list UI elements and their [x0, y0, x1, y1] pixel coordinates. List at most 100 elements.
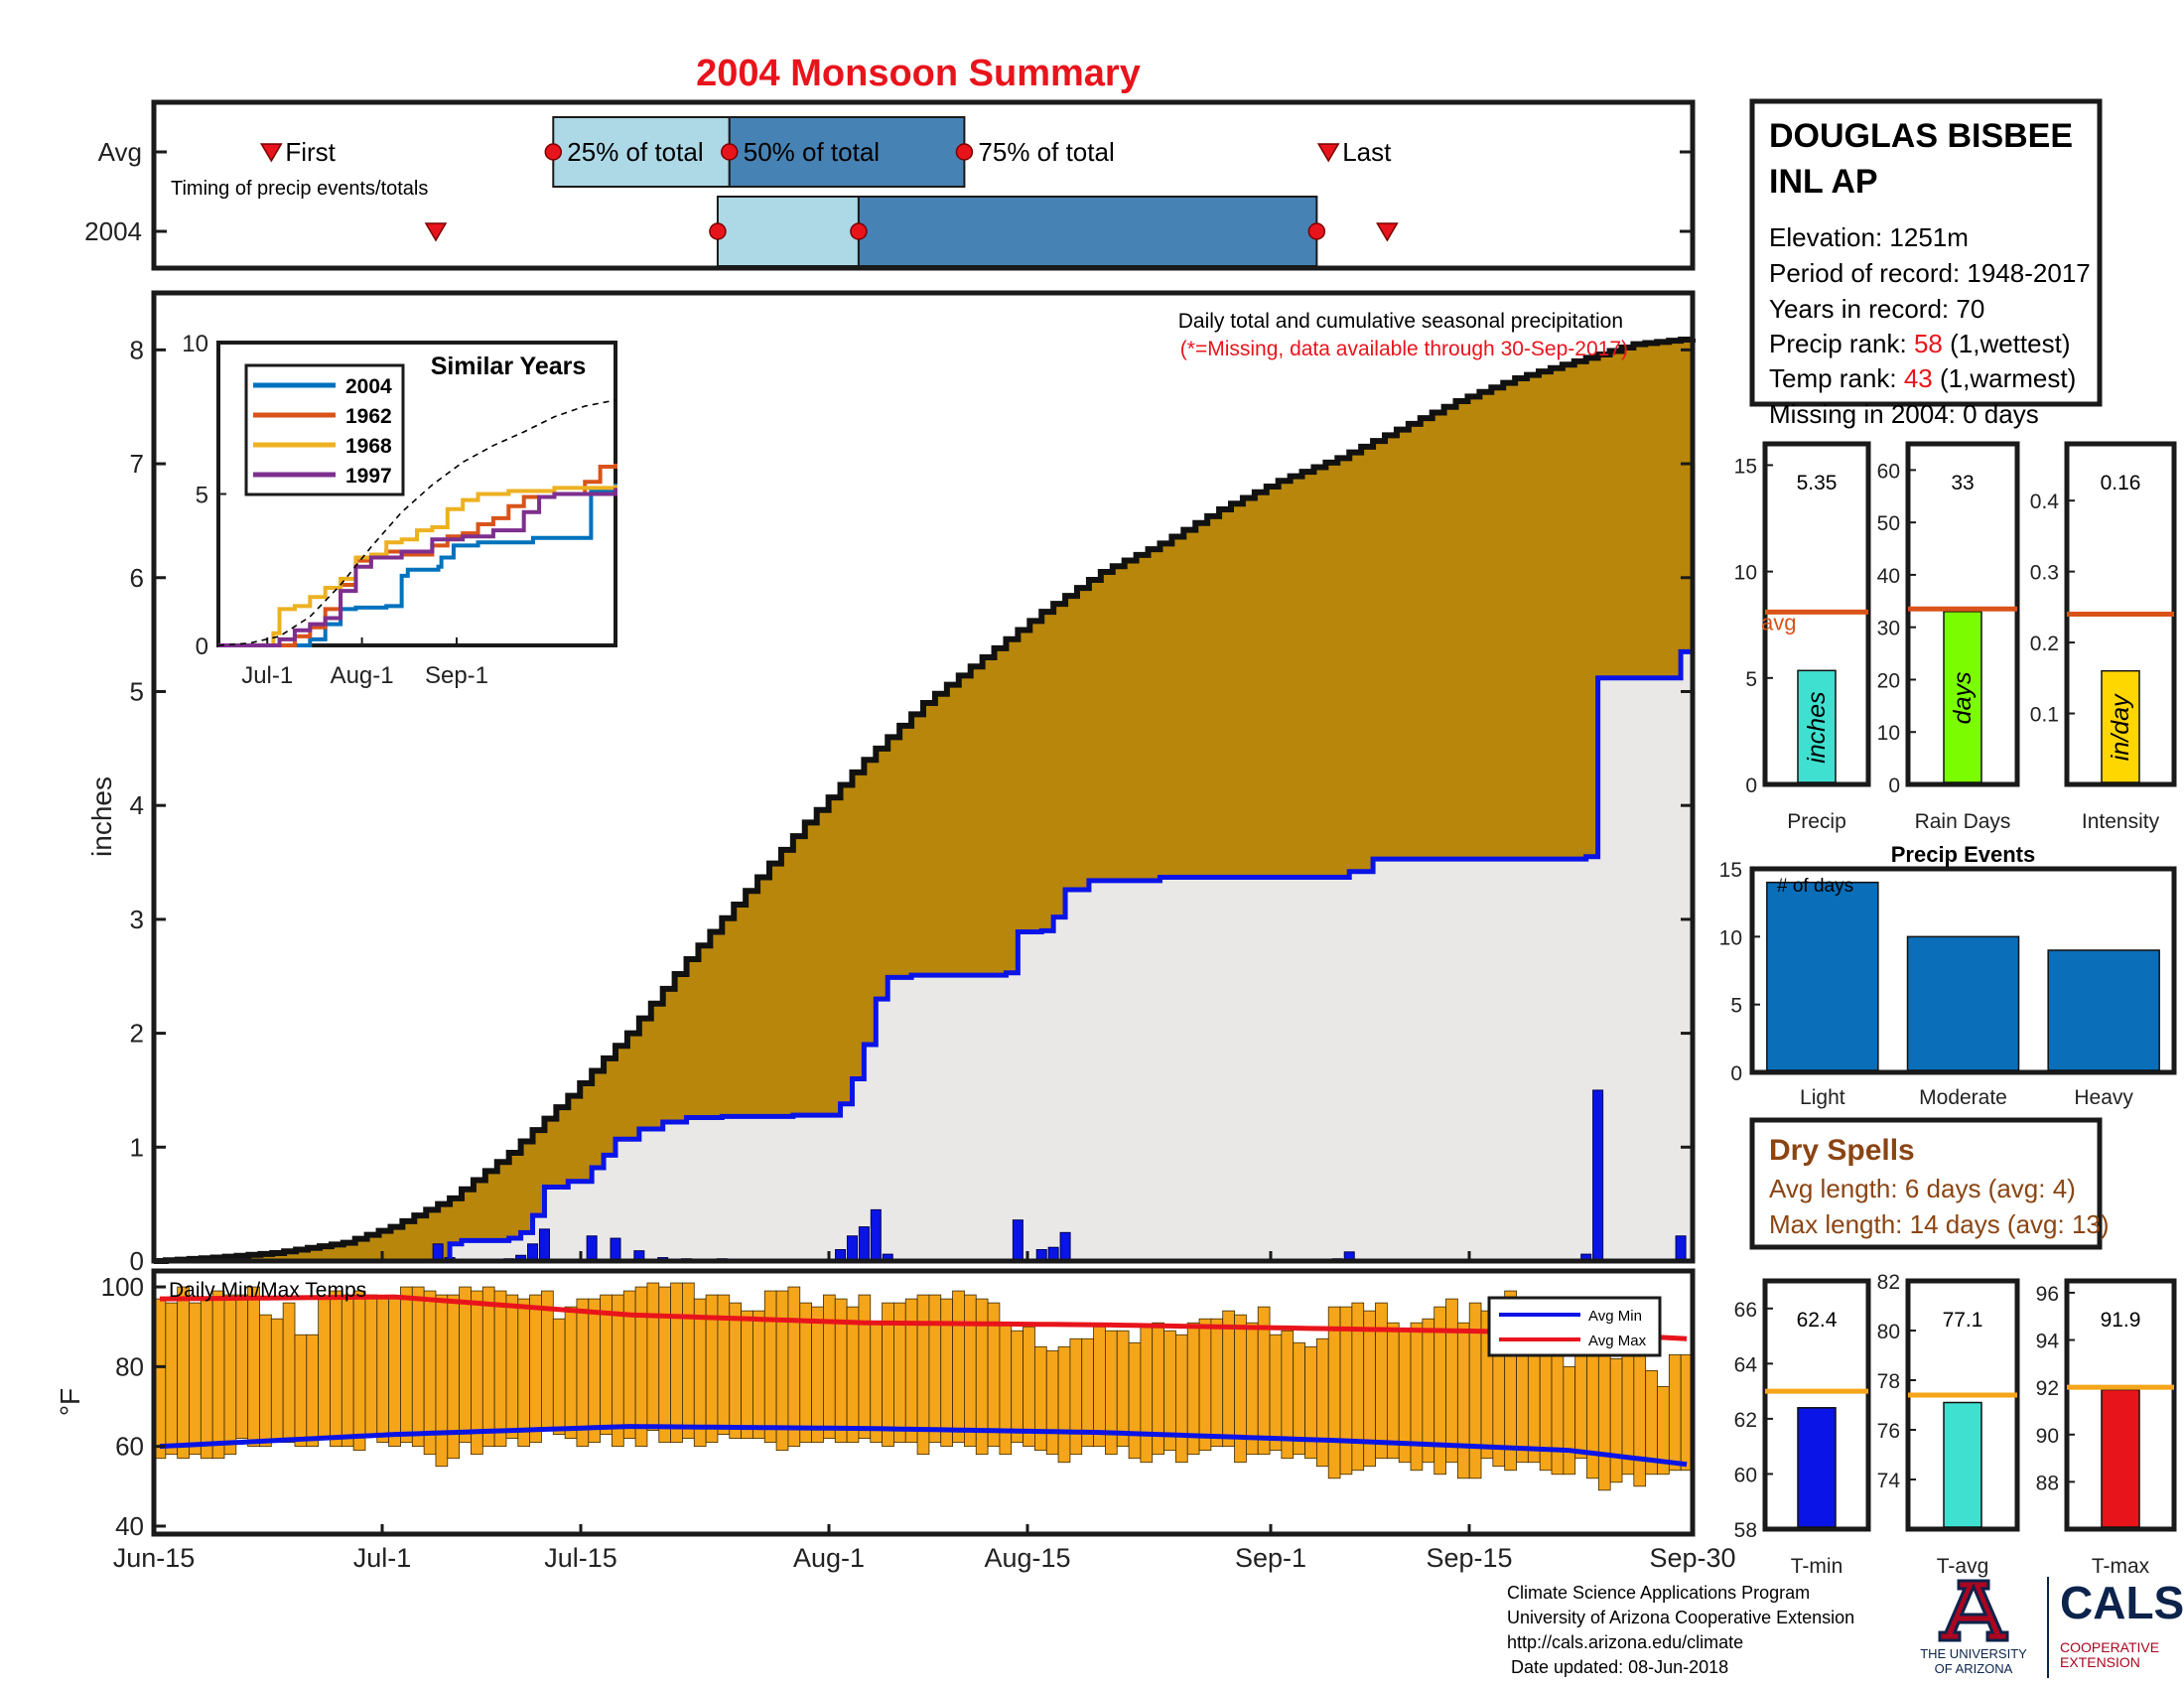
daily-temp-bar [330, 1290, 342, 1448]
precip-panel: 0 1 2 3 4 5 6 7 8 inches Daily total and cumulativ… [86, 290, 1696, 1276]
daily-temp-bar [634, 1286, 648, 1448]
ua-logo-line1: THE UNIVERSITY [1920, 1646, 2027, 1661]
cals-logo: CALS [2060, 1577, 2184, 1628]
timing-label-p75: 75% of total [978, 137, 1114, 167]
station-missing: Missing in 2004: 0 days [1769, 399, 2039, 429]
timing-panel: Avg First 25% of total 50% of total 75% of t… [84, 99, 1696, 271]
events-y-tick-label: 5 [1730, 995, 1742, 1018]
daily-temp-bar [552, 1318, 566, 1436]
figure-title: 2004 Monsoon Summary [696, 53, 1141, 94]
similar-series-line [218, 488, 617, 647]
precip-events-title: Precip Events [1891, 842, 2036, 867]
daily-precip-bar [1059, 1231, 1071, 1262]
daily-temp-bar [423, 1290, 437, 1456]
daily-temp-bar [1198, 1318, 1212, 1452]
mini-value-bar [1943, 611, 1982, 783]
precip-title: Daily total and cumulative seasonal prec… [1178, 310, 1623, 333]
footer-line2: University of Arizona Cooperative Extens… [1507, 1608, 1854, 1627]
station-years: Years in record: 70 [1769, 294, 1984, 324]
daily-precip-bar [1012, 1219, 1024, 1262]
mini-y-tick-label: 96 [2036, 1283, 2059, 1306]
dry-spells-avg: Avg length: 6 days (avg: 4) [1769, 1174, 2076, 1203]
daily-temp-bar [1210, 1318, 1224, 1448]
avg-min-line [159, 1424, 1688, 1468]
mini-y-tick-label: 60 [1877, 460, 1900, 483]
x-axis-tick-label: Sep-15 [1426, 1543, 1512, 1573]
dry-spells-box: Dry Spells Avg length: 6 days (avg: 4) M… [1749, 1117, 2110, 1250]
mini-y-tick-label: 92 [2036, 1377, 2059, 1400]
mini-unit-label: days [1949, 672, 1977, 725]
mini-y-tick-label: 0.4 [2030, 491, 2060, 513]
temps-y-tick-label: 100 [101, 1272, 144, 1302]
mini-y-tick-label: 78 [1877, 1370, 1900, 1393]
daily-temp-bar [364, 1294, 378, 1436]
daily-temp-bar [505, 1294, 519, 1440]
events-category-label: Light [1800, 1086, 1845, 1109]
similar-y-tick-label: 5 [196, 483, 208, 509]
avg-cumulative-line [154, 337, 1696, 1264]
daily-precip-bar [610, 1237, 621, 1262]
precip-avg-label: avg [1761, 610, 1796, 634]
daily-precip-bar [858, 1226, 870, 1262]
mini-y-tick-label: 0.1 [2030, 704, 2059, 727]
daily-temp-bar [870, 1322, 883, 1444]
mini-y-tick-label: 10 [1877, 722, 1900, 745]
precip-events-panel: Precip Events 0 5 10 15 Light Moderate Heavy # o… [1719, 842, 2177, 1109]
daily-temp-bar [1104, 1330, 1118, 1456]
daily-temp-bar [259, 1314, 272, 1448]
timing-marker-triangle [1376, 222, 1399, 242]
mini-y-tick-label: 80 [1877, 1321, 1900, 1343]
mini-y-tick-label: 0.3 [2030, 562, 2059, 585]
temp-rank-label: Temp rank: [1769, 363, 1897, 393]
precip-rank-value: 58 [1914, 329, 1943, 358]
timing-subtitle: Timing of precip events/totals [171, 178, 428, 200]
mini-y-tick-label: 10 [1734, 562, 1757, 585]
daily-temp-bar [576, 1298, 590, 1448]
daily-temp-bar [693, 1298, 707, 1448]
station-elevation: Elevation: 1251m [1769, 222, 1969, 252]
precip-y-tick-label: 0 [130, 1246, 144, 1276]
timing-marker-dot [709, 222, 727, 240]
daily-precip-bar [1592, 1089, 1604, 1262]
daily-temp-bar [1339, 1306, 1353, 1476]
mini-value-text: 0.16 [2101, 472, 2141, 494]
mini-panel-label: Rain Days [1915, 810, 2011, 833]
daily-temp-bar [670, 1282, 683, 1444]
timing-marker-dot [721, 143, 739, 161]
similar-x-tick-label: Aug-1 [331, 662, 394, 689]
temp-stats-panels: 58 60 62 64 66 62.4 T-min 74 76 78 80 82 77.1 T-avg 88… [1734, 1271, 2177, 1578]
timing-box-50-75 [728, 116, 966, 188]
daily-temp-bar [165, 1302, 179, 1456]
daily-temp-bar [189, 1302, 202, 1456]
daily-temp-bar [481, 1286, 495, 1448]
timing-marker-triangle [424, 222, 448, 242]
timing-marker-dot [955, 143, 974, 161]
daily-temp-bar [1586, 1337, 1599, 1479]
mini-y-tick-label: 64 [1734, 1353, 1758, 1376]
timing-label-p50: 50% of total [744, 137, 880, 167]
daily-temp-bar [741, 1310, 753, 1440]
similar-x-tick-label: Sep-1 [425, 662, 488, 689]
daily-temp-bar [1445, 1298, 1458, 1464]
precip-y-tick-label: 5 [130, 676, 144, 706]
mini-y-tick-label: 76 [1877, 1420, 1900, 1443]
daily-temp-bar [541, 1290, 554, 1432]
daily-temp-bar [1174, 1334, 1188, 1464]
mini-value-bar [1797, 1407, 1837, 1528]
station-precip-rank: Precip rank: 58 (1,wettest) [1769, 329, 2071, 358]
daily-temp-bar [1375, 1302, 1388, 1460]
mini-value-text: 77.1 [1943, 1309, 1983, 1332]
mini-y-tick-label: 94 [2036, 1331, 2060, 1353]
daily-temp-bar [811, 1306, 824, 1444]
events-annotation: # of days [1777, 876, 1853, 897]
temps-y-tick-label: 80 [115, 1351, 144, 1381]
daily-temp-bar [1456, 1322, 1470, 1479]
daily-temp-bar [177, 1286, 190, 1460]
daily-temp-bar [235, 1294, 249, 1440]
mini-unit-label: inches [1803, 692, 1831, 764]
mini-y-tick-label: 82 [1877, 1271, 1900, 1294]
temps-legend-box [1487, 1296, 1662, 1357]
precip-y-tick-label: 2 [130, 1019, 144, 1049]
mini-y-tick-label: 62 [1734, 1409, 1757, 1432]
mini-value-bar [1943, 1401, 1982, 1528]
